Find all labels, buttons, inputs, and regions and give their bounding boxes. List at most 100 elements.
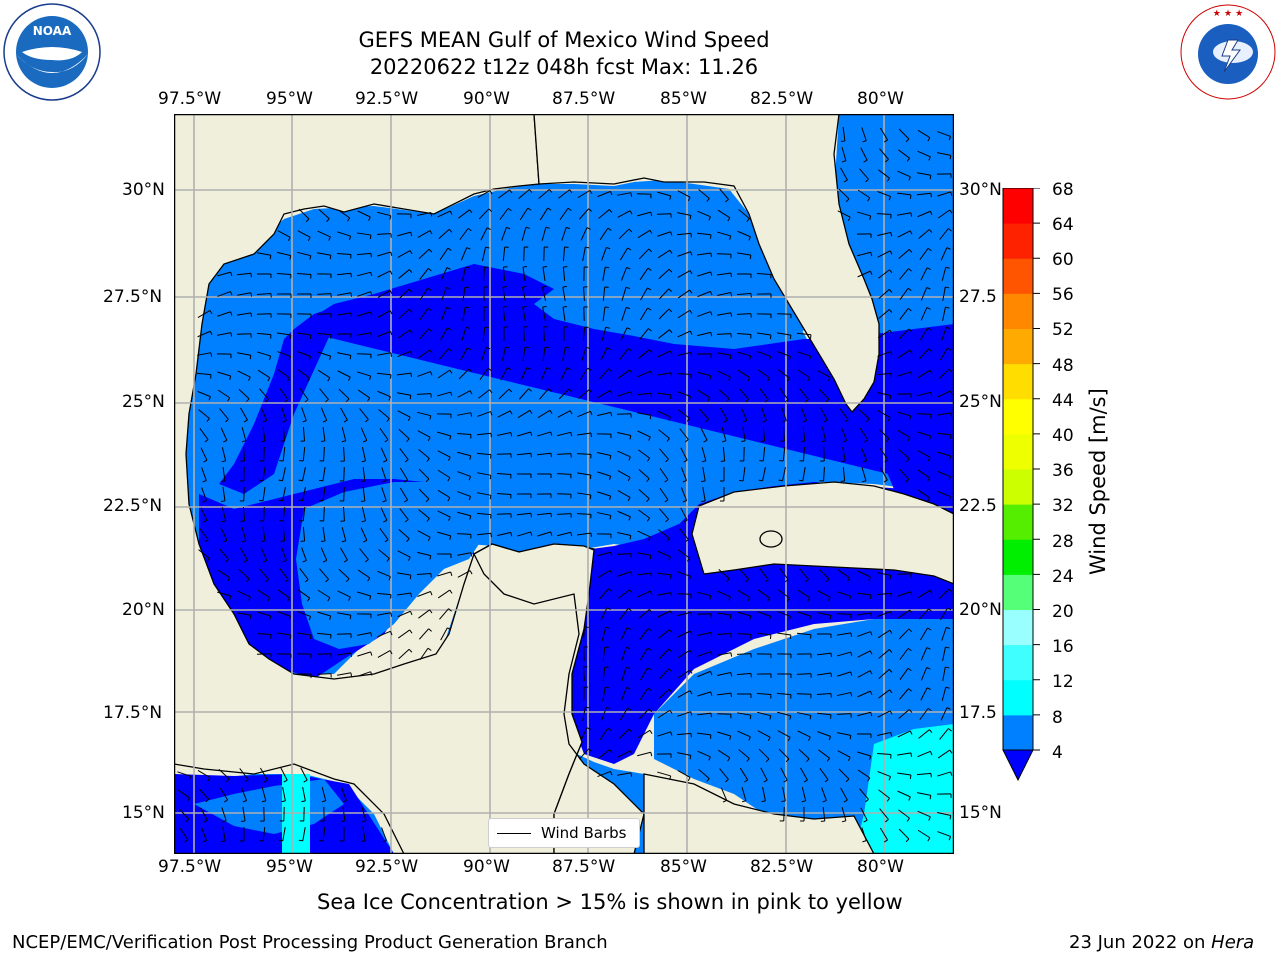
wind-barb-flag [427,537,431,542]
wind-barb [361,507,367,521]
wind-barb-flag [689,630,693,635]
wind-barb-flag [469,515,472,520]
wind-barb [822,806,826,822]
wind-barb [476,452,492,456]
wind-barb-flag [745,398,749,403]
wind-barb-flag [625,286,631,289]
wind-barb-flag [749,715,752,720]
colorbar-tick: 16 [1052,637,1074,657]
wind-barb [917,792,931,796]
wind-barb-flag [890,611,893,616]
wind-barb-flag [798,479,803,482]
wind-barb-flag [950,412,953,417]
wind-barb [676,373,692,375]
wind-barb-flag [447,247,452,251]
wind-barb-flag [729,614,732,620]
wind-barb [620,627,628,641]
wind-barb-flag [408,648,413,653]
wind-barb-flag [801,800,806,803]
wind-barb [337,672,351,676]
wind-barb [736,633,752,635]
wind-barb [778,369,790,379]
wind-barb-flag [686,417,690,422]
wind-barb-flag [448,608,452,612]
wind-barb [697,651,711,657]
wind-barb-flag [204,439,209,443]
wind-barb-flag [370,291,373,296]
wind-barb [337,370,351,378]
wind-barb-flag [849,735,852,740]
wind-barb [378,549,390,559]
wind-barb-flag [286,597,291,602]
wind-barb [898,468,910,480]
wind-barb [397,610,411,618]
wind-barb [736,672,752,676]
wind-barb-flag [446,267,451,270]
wind-barb [937,390,951,398]
wind-barb-flag [841,820,847,823]
wind-barb-flag [522,285,527,288]
wind-barb-flag [248,596,251,601]
wind-barb [257,351,271,357]
wind-barb [818,568,830,580]
wind-barb [278,369,290,379]
wind-barb [196,372,212,376]
wind-barb-flag [847,216,851,221]
wind-barb [380,447,388,461]
wind-barb [516,512,532,516]
wind-barb-flag [701,500,706,503]
wind-barb-flag [261,800,266,803]
wind-barb [200,447,208,461]
wind-barb [877,329,891,339]
wind-barb-flag [689,669,693,674]
wind-barb [222,486,226,502]
wind-barb-flag [948,476,951,481]
wind-barb [782,787,786,801]
wind-barb-flag [668,688,673,693]
wind-barb-flag [542,305,547,308]
wind-barb [676,232,692,236]
wind-barb-flag [450,391,453,397]
wind-barb-flag [570,432,573,437]
wind-barb [577,532,591,536]
wind-barb [637,370,651,378]
wind-barb-flag [789,334,792,340]
wind-barb-flag [669,629,673,634]
wind-barb [461,327,467,341]
wind-barb [697,389,711,399]
wind-barb-flag [309,255,312,260]
wind-barb-flag [221,840,226,843]
wind-barb-flag [827,377,831,382]
wind-barb [937,749,951,759]
wind-barb [857,751,871,757]
wind-barb [677,309,691,319]
wind-barb [418,509,430,519]
wind-barb-flag [690,352,693,357]
wind-barb-flag [689,755,692,760]
wind-barb [397,231,411,237]
wind-barb [257,369,271,379]
wind-barb-flag [249,615,252,620]
wind-barb-flag [389,290,393,295]
x-tick-label: 97.5°W [158,857,222,877]
wind-barb [557,531,571,537]
wind-barb-flag [267,597,271,602]
wind-barb [502,246,506,262]
wind-barb [522,347,526,361]
wind-barb [898,628,910,640]
wind-barb [200,507,208,521]
wind-barb [696,252,712,256]
wind-barb-flag [630,192,633,197]
wind-barb [621,307,627,321]
wind-barb-flag [262,419,267,423]
wind-barb-flag [946,626,951,630]
wind-barb-flag [725,779,729,783]
wind-barb-flag [927,457,931,462]
wind-barb [620,327,628,341]
wind-barb-flag [929,175,932,180]
wind-barb [377,270,391,278]
y-tick-label: 22.5°N [103,496,163,516]
wind-barb [658,529,670,539]
wind-barb [879,808,889,820]
wind-barb [937,131,951,137]
